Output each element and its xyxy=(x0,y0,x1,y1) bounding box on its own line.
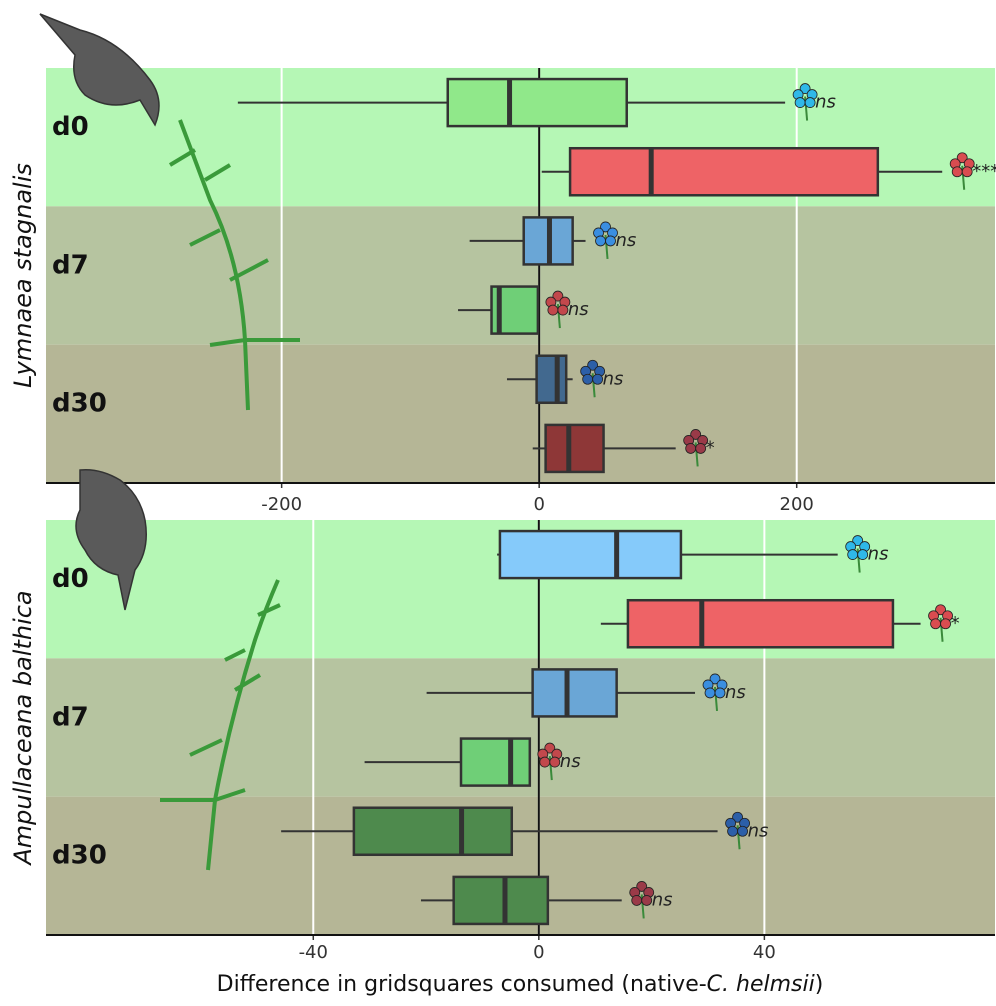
flower-petal xyxy=(547,304,559,316)
flower-petal xyxy=(605,235,616,247)
y-axis-label: Lymnaea stagnalis xyxy=(9,163,37,388)
flower-petal xyxy=(587,359,599,371)
flower-petal xyxy=(636,881,648,892)
flower-petal xyxy=(544,742,556,754)
significance-label: *** xyxy=(972,161,996,182)
flower-petal xyxy=(935,604,946,616)
y-axis-label: Ampullaceana balthica xyxy=(9,590,37,866)
significance-label: ns xyxy=(560,751,581,772)
group-label: d0 xyxy=(52,112,89,142)
box xyxy=(352,806,514,857)
significance-label: ns xyxy=(568,299,589,320)
flower-petal xyxy=(709,673,721,685)
box xyxy=(544,423,605,474)
group-label: d30 xyxy=(52,389,107,419)
box xyxy=(535,354,568,405)
flower-petal xyxy=(595,235,606,247)
flower-petal xyxy=(737,825,748,837)
flower-petal xyxy=(539,756,551,768)
flower-petal xyxy=(727,825,738,837)
significance-label: ns xyxy=(616,230,637,251)
flower-petal xyxy=(951,166,963,178)
significance-label: ns xyxy=(603,368,624,389)
group-label: d7 xyxy=(52,250,89,280)
group-label: d0 xyxy=(52,564,89,594)
x-axis-label-part: C. helmsii xyxy=(707,972,815,997)
box xyxy=(531,668,618,718)
flower-petal xyxy=(631,895,643,906)
flower-petal xyxy=(956,152,968,164)
flower-petal xyxy=(704,687,716,699)
flower-petal xyxy=(852,535,864,546)
group-band xyxy=(46,344,995,483)
flower-petal xyxy=(685,443,697,454)
plots: d0 d7 d30 -200 0 200 ns *** ns ns ns * Lymnaea stagn… xyxy=(9,68,996,963)
flower-petal xyxy=(804,97,816,108)
box xyxy=(459,737,532,787)
flower-petal xyxy=(732,811,743,823)
flower-petal xyxy=(690,429,702,440)
flower-petal xyxy=(857,549,869,560)
flower-petal xyxy=(930,618,941,630)
significance-label: ns xyxy=(868,544,889,565)
decorations xyxy=(39,13,300,871)
box xyxy=(452,875,550,926)
snail-icon xyxy=(39,13,160,127)
flower-petal xyxy=(714,687,726,699)
x-axis-label-part: ) xyxy=(815,972,824,997)
x-tick-label: 0 xyxy=(533,942,544,963)
box xyxy=(568,146,880,197)
significance-label: ns xyxy=(815,92,836,113)
significance-label: ns xyxy=(748,820,769,841)
x-tick-label: 40 xyxy=(753,942,776,963)
backgrounds xyxy=(46,68,995,935)
flower-petal xyxy=(940,618,951,630)
flower-petal xyxy=(961,166,973,178)
group-label: d30 xyxy=(52,841,107,871)
flower-petal xyxy=(695,443,707,454)
x-tick-label: 0 xyxy=(533,494,544,515)
box xyxy=(498,529,683,580)
flower-petal xyxy=(600,221,611,233)
plant-icon xyxy=(160,579,281,871)
significance-label: * xyxy=(706,437,715,458)
box xyxy=(626,598,895,649)
group-label: d7 xyxy=(52,702,89,732)
flower-petal xyxy=(592,373,604,385)
plant-icon xyxy=(168,119,300,411)
significance-label: ns xyxy=(725,682,746,703)
x-tick-label: 200 xyxy=(780,494,814,515)
x-tick-label: -40 xyxy=(299,942,328,963)
snail-icon xyxy=(75,468,147,611)
flower-petal xyxy=(557,304,569,316)
flower-petal xyxy=(794,97,806,108)
significance-label: ns xyxy=(652,889,673,910)
flower-petal xyxy=(641,895,653,906)
x-tick-label: -200 xyxy=(261,494,302,515)
flower-petal xyxy=(549,756,561,768)
flower-petal xyxy=(799,83,811,94)
flower-petal xyxy=(847,549,859,560)
x-axis-label: Difference in gridsquares consumed (nati… xyxy=(217,972,824,997)
flower-petal xyxy=(582,373,594,385)
flower-petal xyxy=(552,290,564,302)
box xyxy=(446,77,628,128)
significance-label: * xyxy=(951,613,960,634)
x-axis-label-part: Difference in gridsquares consumed (nati… xyxy=(217,972,707,997)
